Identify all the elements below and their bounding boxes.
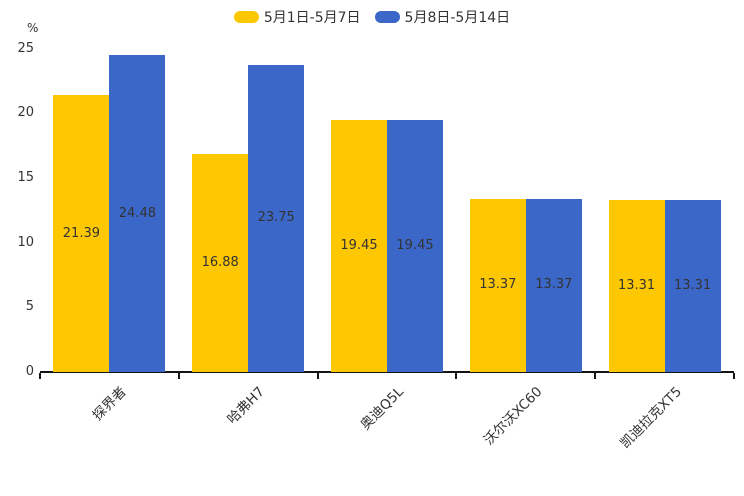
bar [248, 64, 305, 372]
x-axis-category-label: 凯迪拉克XT5 [616, 383, 685, 452]
legend-swatch-icon [374, 11, 400, 23]
legend: 5月1日-5月7日 5月8日-5月14日 [0, 7, 744, 27]
bar [664, 199, 721, 372]
x-axis-tick [39, 373, 41, 379]
x-axis-category-label: 奥迪Q5L [357, 383, 408, 434]
y-axis-tick-label: 5 [25, 299, 34, 315]
bar [192, 153, 249, 372]
bar [387, 120, 443, 372]
x-axis-category-label: 探界者 [89, 383, 130, 424]
y-axis-tick-label: 25 [17, 40, 34, 56]
x-axis-tick [733, 373, 735, 379]
y-axis-tick-label: 15 [17, 169, 34, 185]
legend-item-series-1[interactable]: 5月8日-5月14日 [374, 7, 511, 27]
legend-label: 5月8日-5月14日 [404, 10, 511, 26]
x-axis-tick [316, 373, 319, 379]
bar [53, 95, 110, 372]
bar [608, 199, 665, 372]
bar [331, 120, 387, 372]
bar-value-label: 13.37 [535, 277, 573, 293]
legend-swatch-icon [233, 11, 259, 23]
bar [109, 55, 166, 372]
bar-value-label: 23.75 [257, 210, 295, 226]
y-axis-tick-label: 0 [25, 364, 34, 379]
bar-value-label: 24.48 [118, 205, 156, 221]
bar-value-label: 13.31 [673, 277, 712, 293]
bar-value-label: 16.88 [201, 254, 239, 270]
bar-value-label: 19.45 [396, 238, 434, 254]
bar-value-label: 21.39 [62, 225, 100, 241]
legend-label: 5月1日-5月7日 [263, 10, 361, 26]
x-axis-category-label: 哈弗H7 [224, 383, 269, 428]
y-axis-unit-label: % [27, 21, 39, 35]
y-axis-tick-label: 20 [17, 105, 34, 121]
bar-value-label: 13.37 [479, 277, 517, 293]
x-axis-tick [594, 373, 597, 379]
legend-item-series-0[interactable]: 5月1日-5月7日 [233, 7, 361, 27]
bar [469, 198, 526, 372]
x-axis-category-label: 沃尔沃XC60 [481, 383, 546, 449]
bar-value-label: 13.31 [617, 277, 656, 293]
bar-value-label: 19.45 [340, 238, 378, 254]
x-axis-line [40, 371, 734, 373]
y-axis-tick-label: 10 [17, 234, 34, 250]
x-axis-tick [455, 373, 458, 379]
x-axis-tick [177, 373, 180, 379]
bar [525, 198, 582, 372]
